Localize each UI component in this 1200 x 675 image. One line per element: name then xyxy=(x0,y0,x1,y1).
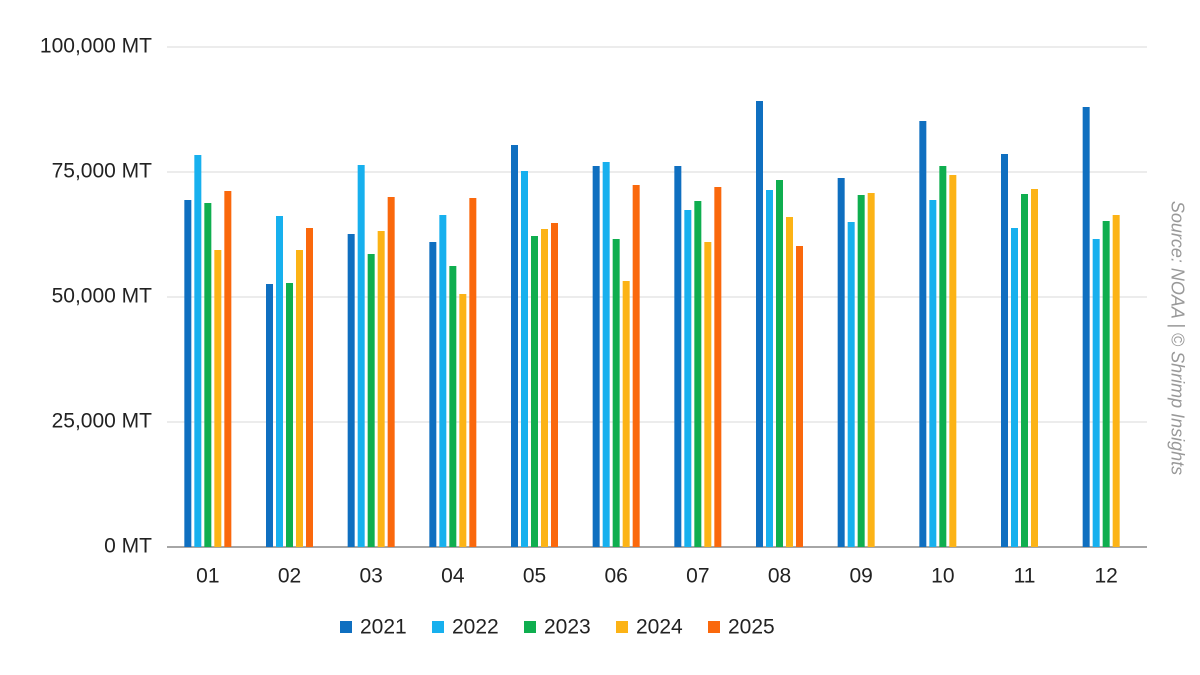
x-tick-label: 05 xyxy=(523,565,546,588)
bar xyxy=(357,165,365,547)
bar xyxy=(296,250,303,547)
x-tick-label: 12 xyxy=(1094,565,1117,588)
bar xyxy=(459,294,467,547)
x-tick-label: 01 xyxy=(196,565,219,588)
x-tick-label: 07 xyxy=(686,565,709,588)
legend-swatch xyxy=(708,621,720,633)
x-tick-label: 03 xyxy=(359,565,382,588)
bar xyxy=(592,166,600,547)
bar xyxy=(939,166,947,547)
bar xyxy=(786,217,793,547)
bar xyxy=(429,242,437,547)
x-tick-label: 10 xyxy=(931,565,954,588)
bar xyxy=(1082,107,1090,547)
bar xyxy=(694,201,702,547)
bar xyxy=(377,231,385,547)
x-tick-label: 04 xyxy=(441,565,465,588)
bar xyxy=(674,166,682,547)
bar xyxy=(602,162,610,547)
bar xyxy=(684,210,692,547)
y-tick-label: 0 MT xyxy=(104,535,152,558)
bar xyxy=(531,236,538,547)
bar xyxy=(286,283,293,547)
bar xyxy=(704,242,712,547)
bar xyxy=(1011,228,1018,547)
legend-swatch xyxy=(340,621,352,633)
bar xyxy=(632,185,640,547)
bar xyxy=(1021,194,1028,547)
y-tick-label: 75,000 MT xyxy=(52,160,153,183)
bar xyxy=(1001,154,1008,547)
x-tick-label: 08 xyxy=(768,565,791,588)
bar xyxy=(521,171,528,547)
bar xyxy=(224,191,232,547)
bar xyxy=(347,234,355,547)
bar xyxy=(1102,221,1110,547)
x-tick-label: 02 xyxy=(278,565,301,588)
bar xyxy=(214,250,222,547)
bar xyxy=(469,198,477,547)
bar xyxy=(857,195,865,547)
bar xyxy=(511,145,518,547)
legend-label: 2025 xyxy=(728,616,775,639)
x-tick-label: 09 xyxy=(849,565,872,588)
bar xyxy=(919,121,927,547)
bar xyxy=(766,190,773,547)
legend-swatch xyxy=(616,621,628,633)
bar xyxy=(867,193,875,547)
bar xyxy=(204,203,212,547)
bar xyxy=(449,266,457,547)
y-tick-label: 100,000 MT xyxy=(40,35,152,58)
bar xyxy=(622,281,630,547)
bar xyxy=(541,229,548,547)
bar xyxy=(776,180,783,547)
bar xyxy=(367,254,375,547)
bar xyxy=(551,223,558,547)
bar xyxy=(847,222,855,547)
x-tick-label: 11 xyxy=(1014,565,1036,588)
bar xyxy=(276,216,283,547)
bar xyxy=(1092,239,1100,547)
bar xyxy=(439,215,447,547)
legend-label: 2024 xyxy=(636,616,683,639)
legend-label: 2021 xyxy=(360,616,407,639)
legend-swatch xyxy=(432,621,444,633)
bar xyxy=(612,239,620,547)
legend-swatch xyxy=(524,621,536,633)
bar xyxy=(194,155,202,547)
legend-label: 2022 xyxy=(452,616,499,639)
bar xyxy=(756,101,763,547)
bar xyxy=(1112,215,1120,547)
bar xyxy=(184,200,192,547)
bar xyxy=(266,284,273,547)
y-tick-label: 25,000 MT xyxy=(52,410,153,433)
bar xyxy=(714,187,722,547)
bar xyxy=(929,200,937,547)
bar xyxy=(837,178,845,547)
bar xyxy=(796,246,803,547)
x-tick-label: 06 xyxy=(604,565,627,588)
bar xyxy=(306,228,313,547)
bar xyxy=(387,197,395,547)
y-tick-label: 50,000 MT xyxy=(52,285,153,308)
source-note: Source: NOAA | © Shrimp Insights xyxy=(1167,201,1187,475)
legend-label: 2023 xyxy=(544,616,591,639)
bar xyxy=(1031,189,1038,547)
bar xyxy=(949,175,957,547)
